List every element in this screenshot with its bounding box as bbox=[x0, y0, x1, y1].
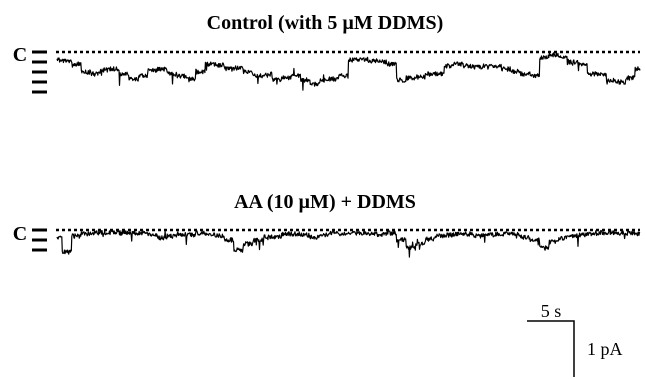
panel-aa-title: AA (10 µM) + DDMS bbox=[234, 191, 416, 213]
time-scale-label: 5 s bbox=[541, 301, 562, 321]
level-ticks bbox=[32, 50, 47, 94]
current-trace bbox=[56, 52, 641, 91]
current-scale-label: 1 pA bbox=[587, 339, 623, 359]
panel-control-title: Control (with 5 µM DDMS) bbox=[207, 12, 444, 34]
panel-control: Control (with 5 µM DDMS) C bbox=[13, 12, 641, 94]
closed-label: C bbox=[13, 44, 27, 66]
scale-bar: 5 s 1 pA bbox=[527, 301, 623, 377]
scale-bar-lines bbox=[527, 320, 575, 377]
level-ticks bbox=[32, 228, 47, 252]
current-trace bbox=[56, 229, 641, 258]
closed-label: C bbox=[13, 223, 27, 245]
panel-aa: AA (10 µM) + DDMS C bbox=[13, 191, 641, 258]
